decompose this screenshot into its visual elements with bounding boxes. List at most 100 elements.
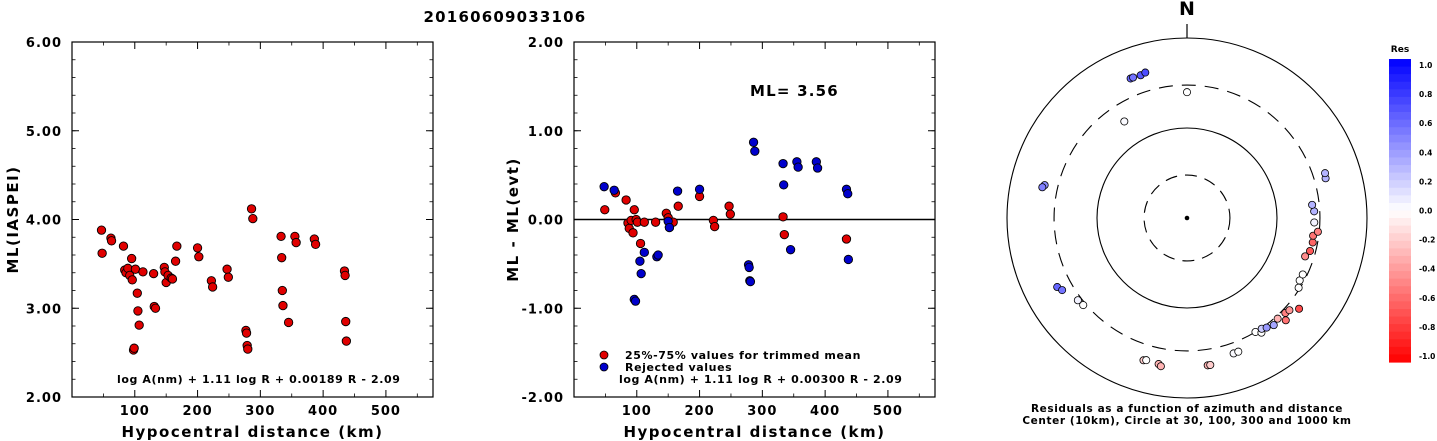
station-marker (1285, 306, 1294, 315)
data-point (106, 236, 117, 246)
station-marker (1301, 252, 1310, 261)
colorbar-tick-label: 0.0 (1419, 207, 1432, 216)
data-point (639, 217, 649, 227)
data-point (635, 256, 645, 266)
station-marker (1142, 356, 1151, 365)
colorbar-tick-label: 0.8 (1419, 90, 1432, 99)
colorbar-segment (1389, 346, 1411, 356)
y-tick-label: 2.00 (26, 391, 62, 406)
colorbar-segment (1389, 134, 1411, 143)
station-marker (1058, 286, 1067, 295)
station-marker (1206, 360, 1215, 369)
colorbar-segment (1389, 104, 1411, 113)
x-tick-label: 500 (873, 404, 903, 419)
data-point (129, 343, 139, 353)
colorbar-segment (1389, 149, 1411, 159)
colorbar-segment (1389, 172, 1411, 181)
data-point (653, 250, 663, 260)
legend-label: 25%-75% values for trimmed mean (625, 349, 861, 362)
colorbar-segment (1389, 218, 1411, 227)
colorbar-segment (1389, 112, 1411, 121)
colorbar-segment (1389, 286, 1411, 295)
data-point (843, 189, 853, 199)
data-point (222, 264, 232, 274)
colorbar-segment (1389, 81, 1411, 90)
data-point (97, 248, 107, 258)
data-point (291, 237, 301, 248)
data-point (599, 182, 609, 192)
data-point (600, 205, 610, 215)
y-tick-label: 1.00 (528, 125, 564, 140)
colorbar-segment (1389, 263, 1411, 272)
y-axis-title: ML - ML(evt) (504, 157, 522, 281)
ring-30km (1143, 174, 1231, 262)
data-point (132, 288, 142, 298)
station-marker (1295, 304, 1304, 313)
station-marker (1141, 68, 1150, 77)
data-point (341, 316, 351, 327)
data-point (223, 272, 233, 282)
colorbar-segment (1389, 293, 1411, 302)
colorbar-tick-label: -0.2 (1419, 236, 1435, 245)
colorbar-tick-label: 0.2 (1419, 177, 1432, 186)
colorbar-segment (1389, 96, 1411, 106)
epicenter-marker (1184, 215, 1190, 221)
colorbar-tick-label: -0.8 (1419, 323, 1435, 332)
data-point (672, 186, 683, 196)
x-axis-title: Hypocentral distance (km) (623, 423, 885, 441)
data-point (278, 300, 288, 311)
legend-marker (599, 350, 609, 360)
data-point (744, 262, 754, 273)
colorbar-segment (1389, 142, 1411, 151)
colorbar-segment (1389, 127, 1411, 136)
data-point (621, 195, 631, 205)
legend-label: Rejected values (625, 361, 732, 374)
colorbar-segment (1389, 240, 1411, 249)
station-marker (1306, 246, 1315, 255)
polar-caption-line1: Residuals as a function of azimuth and d… (1031, 403, 1343, 415)
ring-100km (1096, 127, 1278, 309)
colorbar-title: Res (1391, 45, 1409, 55)
data-point (241, 328, 252, 338)
colorbar-segment (1389, 157, 1411, 166)
formula-text: log A(nm) + 1.11 log R + 0.00300 R - 2.0… (619, 373, 902, 386)
colorbar-segment (1389, 278, 1411, 287)
scatter-panel-left: 2.00 3.00 4.00 5.00 6.00 100 200 300 400 500 Hypoc… (4, 36, 434, 441)
y-tick-label: 2.00 (528, 36, 564, 51)
legend-marker (599, 362, 609, 372)
y-tick-label: 6.00 (26, 36, 62, 51)
data-point (609, 185, 619, 195)
colorbar-segment (1389, 66, 1411, 75)
data-point (207, 282, 218, 292)
data-point (750, 146, 760, 156)
data-point (134, 320, 144, 330)
colorbar-segment (1389, 331, 1411, 340)
data-point (133, 306, 143, 316)
data-point (118, 241, 129, 251)
colorbar-segment (1389, 308, 1411, 318)
data-point (310, 239, 321, 250)
data-point (172, 241, 182, 251)
data-point (779, 229, 789, 240)
scatter-panel-middle: -2.00 -1.00 0.00 1.00 2.00 100 200 300 400 500 Hyp… (504, 36, 936, 441)
station-marker (1079, 301, 1088, 310)
data-point (170, 256, 181, 266)
colorbar-segment (1389, 119, 1411, 128)
data-point (138, 267, 148, 277)
data-point (778, 212, 788, 222)
data-point (778, 158, 788, 169)
x-tick-label: 400 (308, 404, 338, 419)
colorbar-segment (1389, 271, 1411, 280)
colorbar-segment (1389, 339, 1411, 348)
x-tick-label: 100 (622, 404, 652, 419)
station-marker (1313, 227, 1322, 236)
data-point (843, 254, 854, 265)
x-tick-label: 100 (120, 404, 150, 419)
station-marker (1310, 218, 1319, 227)
x-tick-label: 500 (371, 404, 401, 419)
data-point (340, 270, 350, 281)
y-axis-title: ML(IASPEI) (4, 165, 22, 273)
data-point (748, 137, 759, 147)
